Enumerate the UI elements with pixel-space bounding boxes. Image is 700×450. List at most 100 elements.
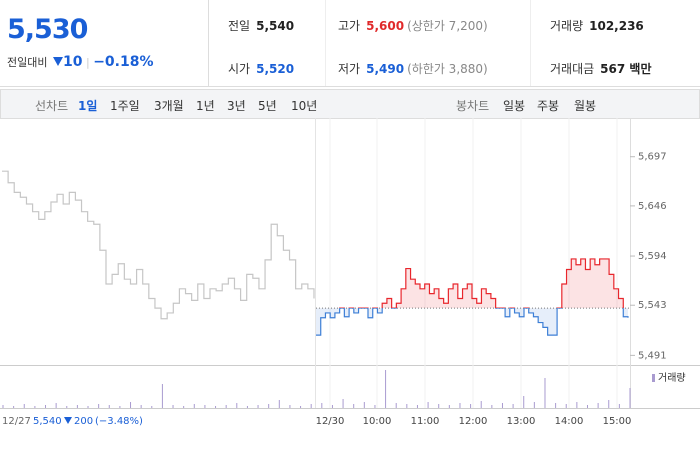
volume-bar xyxy=(119,406,121,408)
stat-value: 567 백만 xyxy=(600,62,652,76)
volume-bar xyxy=(289,405,291,408)
volume-bar xyxy=(438,404,440,408)
period-tab[interactable]: 주봉 xyxy=(537,99,560,113)
volume-bar xyxy=(300,406,302,408)
period-tab[interactable]: 5년 xyxy=(258,99,277,113)
volume-bar xyxy=(544,378,546,408)
down-arrow xyxy=(52,57,63,66)
price-panel: 5,530 전일대비 10 | −0.18% xyxy=(0,0,209,86)
stat-label: 전일 xyxy=(228,19,251,33)
volume-bar xyxy=(353,404,355,408)
volume-bar xyxy=(385,370,387,408)
volume-bar xyxy=(597,403,599,408)
volume-bar xyxy=(448,405,450,408)
x-tick-label: 15:00 xyxy=(603,416,632,427)
volume-bar xyxy=(172,405,174,408)
area-below xyxy=(316,308,628,336)
period-tab[interactable]: 3개월 xyxy=(154,99,184,113)
y-tick-label: 5,697 xyxy=(638,152,667,163)
volume-bar xyxy=(416,405,418,408)
volume-bar xyxy=(533,402,535,408)
volume-bar xyxy=(108,405,110,408)
change-row: 전일대비 10 | −0.18% xyxy=(7,54,154,70)
volume-bar xyxy=(459,403,461,408)
volume-bar xyxy=(491,405,493,408)
y-tick-label: 5,491 xyxy=(638,350,667,361)
stat-label: 저가 xyxy=(338,62,361,76)
volume-bar xyxy=(480,401,482,408)
stat: 저가 5,490 (하한가 3,880) xyxy=(338,60,488,77)
stat-value: 5,600 xyxy=(366,19,405,33)
period-tab[interactable]: 일봉 xyxy=(503,99,526,113)
change: 10 xyxy=(62,54,83,70)
volume-bar xyxy=(501,403,503,408)
change-label: 전일대비 xyxy=(7,56,48,69)
stat-note: (상한가 7,200) xyxy=(407,19,488,33)
y-tick-label: 5,594 xyxy=(638,251,667,262)
change-pct: −0.18% xyxy=(93,54,154,70)
volume-bar xyxy=(193,404,195,408)
price-line-up xyxy=(339,258,624,309)
volume-bar xyxy=(618,404,620,408)
separator xyxy=(325,0,326,86)
y-tick-label: 5,646 xyxy=(638,201,667,212)
volume-bar xyxy=(278,400,280,408)
tab-group-label: 선차트 xyxy=(35,99,69,113)
stat: 고가 5,600 (상한가 7,200) xyxy=(338,17,488,34)
volume-bar xyxy=(363,402,365,408)
period-tabs: 선차트 1일 1주일 3개월 1년 3년 5년 10년 봉차트 일봉 주봉 월봉 xyxy=(0,89,700,119)
stat-value: 5,490 xyxy=(366,62,405,76)
volume-bar xyxy=(470,404,472,408)
volume-bar xyxy=(130,402,132,408)
volume-bar xyxy=(98,404,100,408)
volume-bar xyxy=(555,403,557,408)
stat-label: 거래량 xyxy=(550,19,584,33)
volume-bar xyxy=(23,404,25,408)
volume-bar xyxy=(246,406,248,408)
price-line-down xyxy=(316,308,629,336)
stat-label: 시가 xyxy=(228,62,251,76)
x-tick-label: 13:00 xyxy=(507,416,536,427)
stat: 거래량 102,236 xyxy=(550,17,644,34)
volume-bar xyxy=(310,404,312,408)
volume-bar xyxy=(34,406,36,408)
x-tick-label: 11:00 xyxy=(411,416,440,427)
volume-bar xyxy=(140,405,142,408)
volume-legend-swatch xyxy=(652,374,655,382)
stat-label: 고가 xyxy=(338,19,361,33)
volume-bar xyxy=(523,396,525,408)
stat-value: 5,520 xyxy=(256,62,295,76)
x-tick-label: 10:00 xyxy=(363,416,392,427)
stat-value: 102,236 xyxy=(589,19,644,33)
volume-bar xyxy=(236,403,238,408)
period-tab[interactable]: 1일 xyxy=(78,99,98,113)
footer-arrow xyxy=(64,417,72,424)
separator xyxy=(530,0,531,86)
stat-label: 거래대금 xyxy=(550,62,595,76)
quote-header: 5,530 전일대비 10 | −0.18% 전일 5,540 고가 5,600 (상… xyxy=(0,0,700,87)
stat-note: (하한가 3,880) xyxy=(407,62,488,76)
volume-bar xyxy=(576,402,578,408)
volume-bar xyxy=(161,384,163,408)
volume-bar xyxy=(427,402,429,408)
period-tab[interactable]: 3년 xyxy=(227,99,246,113)
volume-bar xyxy=(257,405,259,408)
footer-price: 5,540 xyxy=(33,416,62,427)
volume-legend: 거래량 xyxy=(658,372,686,384)
period-tab[interactable]: 10년 xyxy=(291,99,318,113)
volume-bar xyxy=(395,403,397,408)
period-tab[interactable]: 1주일 xyxy=(110,99,140,113)
volume-bar xyxy=(342,399,344,408)
stat: 전일 5,540 xyxy=(228,17,294,34)
volume-bar xyxy=(608,400,610,408)
period-tab[interactable]: 1년 xyxy=(196,99,215,113)
volume-bar xyxy=(183,406,185,408)
volume-bar xyxy=(512,404,514,408)
volume-bar xyxy=(374,405,376,408)
volume-bar xyxy=(13,406,15,408)
footer-change: 200 xyxy=(74,416,93,427)
x-tick-label: 14:00 xyxy=(555,416,584,427)
volume-bar xyxy=(151,406,153,408)
period-tab[interactable]: 월봉 xyxy=(574,99,597,113)
